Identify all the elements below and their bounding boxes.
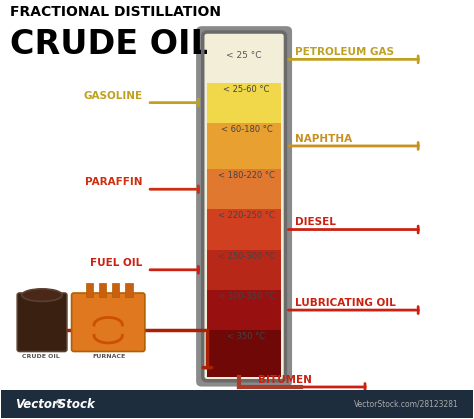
Bar: [126, 282, 133, 297]
Text: < 25 °C: < 25 °C: [227, 51, 262, 59]
Text: CRUDE OIL: CRUDE OIL: [22, 354, 60, 359]
Bar: [208, 123, 281, 169]
Bar: [208, 290, 281, 330]
Bar: [208, 330, 281, 377]
Bar: [208, 330, 281, 377]
Text: < 250-300 °C: < 250-300 °C: [218, 252, 275, 261]
Bar: [86, 282, 93, 297]
Bar: [208, 83, 281, 123]
Text: LUBRICATING OIL: LUBRICATING OIL: [295, 298, 396, 308]
Text: < 25-60 °C: < 25-60 °C: [223, 85, 270, 93]
Ellipse shape: [22, 289, 62, 301]
Text: PETROLEUM GAS: PETROLEUM GAS: [295, 47, 394, 57]
Bar: [208, 250, 281, 290]
Bar: [208, 169, 281, 210]
Text: < 60-180 °C: < 60-180 °C: [220, 125, 273, 134]
Bar: [0, 390, 474, 418]
Bar: [208, 83, 281, 123]
Text: NAPHTHA: NAPHTHA: [295, 134, 352, 144]
Text: < 350 °C: < 350 °C: [228, 332, 265, 341]
Text: FURNACE: FURNACE: [93, 354, 126, 359]
Text: VectorStock.com/28123281: VectorStock.com/28123281: [355, 400, 459, 409]
Bar: [208, 169, 281, 210]
Bar: [99, 282, 106, 297]
FancyBboxPatch shape: [196, 26, 292, 387]
Text: < 180-220 °C: < 180-220 °C: [218, 171, 275, 180]
Text: DIESEL: DIESEL: [295, 217, 336, 228]
FancyBboxPatch shape: [203, 32, 285, 381]
Text: ®: ®: [55, 400, 64, 409]
Text: GASOLINE: GASOLINE: [83, 91, 143, 101]
Bar: [208, 250, 281, 290]
Text: VectorStock: VectorStock: [15, 398, 95, 411]
Bar: [112, 282, 119, 297]
Text: BITUMEN: BITUMEN: [258, 375, 312, 385]
Text: PARAFFIN: PARAFFIN: [85, 177, 143, 187]
Text: < 220-250 °C: < 220-250 °C: [218, 212, 275, 220]
Text: < 300-350 °C: < 300-350 °C: [218, 292, 275, 301]
Text: FRACTIONAL DISTILLATION: FRACTIONAL DISTILLATION: [10, 5, 221, 19]
Text: FUEL OIL: FUEL OIL: [90, 258, 143, 268]
Bar: [208, 210, 281, 250]
Bar: [208, 290, 281, 330]
Bar: [208, 36, 281, 83]
Bar: [208, 123, 281, 169]
Bar: [208, 210, 281, 250]
Bar: [208, 36, 281, 83]
FancyBboxPatch shape: [17, 293, 67, 352]
Text: CRUDE OIL: CRUDE OIL: [10, 28, 212, 61]
FancyBboxPatch shape: [72, 293, 145, 352]
